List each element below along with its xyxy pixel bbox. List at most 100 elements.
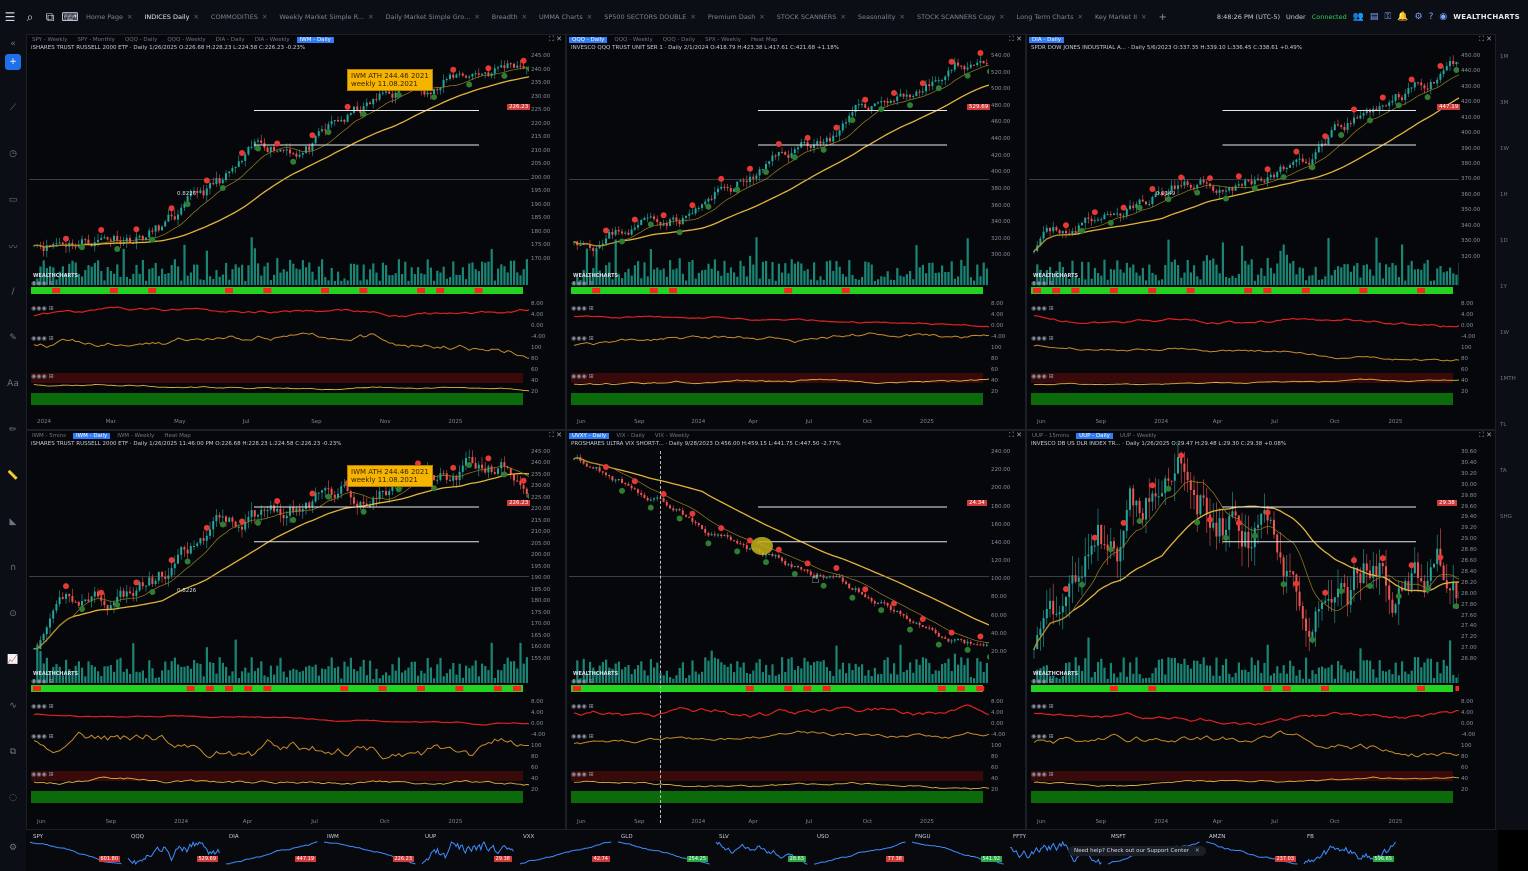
panel-tab[interactable]: IWM - Daily [73,432,111,439]
indicator-controls[interactable]: ◉◉◉ ⊞ [31,373,54,380]
eye-tool-icon[interactable]: ◌ [9,793,17,803]
close-tab-icon[interactable]: ✕ [1077,13,1083,21]
panel-tab[interactable]: QQQ - Daily [124,36,158,43]
panel-tab[interactable]: UUP - 15mins [1032,432,1070,439]
panel-tab[interactable]: Heat Map [164,432,191,439]
panel-tab[interactable]: QQQ - Weekly [167,36,206,43]
tab-12[interactable]: Long Term Charts ✕ [1011,0,1089,34]
lock-icon[interactable]: ⚿ [1384,12,1392,22]
mini-chart-fb[interactable]: FB 596.65 [1302,832,1398,868]
panel-tab[interactable]: IWM - Daily [296,36,334,43]
ruler-tool-icon[interactable]: 📏 [7,471,19,481]
close-tab-icon[interactable]: ✕ [840,13,846,21]
close-tab-icon[interactable]: ✕ [193,13,199,21]
price-chart[interactable] [1029,431,1459,830]
panel-tab[interactable]: Heat Map [751,36,778,43]
timeframe-button[interactable]: 1M [1500,54,1509,60]
panel-window-controls[interactable]: ⛶ ✕ [549,35,562,43]
close-tab-icon[interactable]: ✕ [127,13,133,21]
timeframe-button[interactable]: TL [1500,422,1507,428]
timeframe-button[interactable]: 1Y [1500,284,1507,290]
tab-9[interactable]: STOCK SCANNERS ✕ [771,0,852,34]
mini-chart-vxx[interactable]: VXX 42.74 [518,832,614,868]
pencil-tool-icon[interactable]: ✏ [9,425,17,435]
save-icon[interactable]: ▤ [1369,12,1379,22]
mini-chart-qqq[interactable]: QQQ 529.69 [126,832,222,868]
menu-icon[interactable]: ☰ [4,10,16,24]
panel-tab[interactable]: DIA - Daily [1029,36,1065,43]
panel-tab[interactable]: SPX - Weekly [705,36,742,43]
price-chart[interactable] [29,431,529,830]
magnet-tool-icon[interactable]: ∩ [9,563,17,573]
indicator-controls[interactable]: ◉◉◉ ⊞ [571,771,594,778]
close-icon[interactable]: ✕ [1194,848,1200,854]
chart-panel-3[interactable]: IWM - 5mins IWM - Daily IWM - Weekly Heat M… [26,430,566,830]
panel-window-controls[interactable]: ⛶ ✕ [1479,431,1492,439]
panel-window-controls[interactable]: ⛶ ✕ [1479,35,1492,43]
timeframe-button[interactable]: 1W [1500,146,1509,152]
lock-tool-icon[interactable]: ⊙ [9,609,17,619]
tab-7[interactable]: SP500 SECTORS DOUBLE ✕ [598,0,702,34]
ai-chart-icon[interactable]: ⌨ [61,10,79,24]
mini-chart-dia[interactable]: DIA 447.19 [224,832,320,868]
indicator-controls[interactable]: ◉◉◉ ⊞ [571,335,594,342]
chart-type-icon[interactable]: 📈 [7,655,19,665]
indicator-controls[interactable]: ◉◉◉ ⊞ [31,733,54,740]
panel-tab[interactable]: VIX - Weekly [654,432,690,439]
indicator-controls[interactable]: ◉◉◉ ⊞ [1031,373,1054,380]
indicator-controls[interactable]: ◉◉◉ ⊞ [1031,305,1054,312]
trend-tool-icon[interactable]: ⟋ [9,103,17,113]
close-tab-icon[interactable]: ✕ [521,13,528,21]
ath-annotation[interactable]: IWM ATH 244.46 2021 weekly 11.08.2021 [347,465,433,487]
close-tab-icon[interactable]: ✕ [899,13,905,21]
users-icon[interactable]: 👥 [1352,12,1364,22]
indicator-controls[interactable]: ◉◉◉ ⊞ [571,678,594,685]
panel-tab[interactable]: SPY - Monthly [77,36,115,43]
mini-chart-uso[interactable]: USO 77.38 [812,832,908,868]
mini-chart-iwm[interactable]: IWM 226.23 [322,832,418,868]
chart-panel-4[interactable]: UVXY - Daily VIX - Daily VIX - Weekly ⛶ ✕ PR… [566,430,1026,830]
indicator-controls[interactable]: ◉◉◉ ⊞ [31,771,54,778]
indicator-controls[interactable]: ◉◉◉ ⊞ [571,280,594,287]
timeframe-button[interactable]: 1D [1500,238,1508,244]
clock-tool-icon[interactable]: ◷ [9,149,17,159]
timeframe-button[interactable]: 1W [1500,330,1509,336]
collapse-icon[interactable]: « [10,39,16,49]
avatar[interactable]: ◉ [1439,12,1448,22]
bell-icon[interactable]: 🔔 [1397,12,1409,22]
copy-tool-icon[interactable]: ⧉ [9,747,17,757]
panel-tab[interactable]: SPY - Weekly [32,36,68,43]
mini-chart-spy[interactable]: SPY 601.80 [28,832,124,868]
tab-3[interactable]: Weekly Market Simple R... ✕ [273,0,379,34]
price-chart[interactable] [569,431,989,830]
tab-6[interactable]: UMMA Charts ✕ [533,0,598,34]
chart-panel-5[interactable]: UUP - 15mins UUP - Daily UUP - Weekly ⛶ ✕ IN… [1026,430,1496,830]
search-icon[interactable]: ⌕ [26,9,34,24]
indicator-controls[interactable]: ◉◉◉ ⊞ [1031,335,1054,342]
indicator-controls[interactable]: ◉◉◉ ⊞ [571,733,594,740]
close-tab-icon[interactable]: ✕ [999,13,1005,21]
zigzag-tool-icon[interactable]: ∿ [9,701,17,711]
close-tab-icon[interactable]: ✕ [586,13,593,21]
tab-10[interactable]: Seasonality ✕ [852,0,911,34]
indicator-controls[interactable]: ◉◉◉ ⊞ [1031,771,1054,778]
close-tab-icon[interactable]: ✕ [690,13,696,21]
panel-tab[interactable]: IWM - 5mins [32,432,67,439]
indicator-controls[interactable]: ◉◉◉ ⊞ [571,373,594,380]
panel-tab[interactable]: QQQ - Daily [569,36,608,43]
close-tab-icon[interactable]: ✕ [474,13,480,21]
mini-chart-slv[interactable]: SLV 28.63 [714,832,810,868]
text-tool-icon[interactable]: Aa [7,379,19,389]
indicator-controls[interactable]: ◉◉◉ ⊞ [1031,280,1054,287]
close-tab-icon[interactable]: ✕ [368,13,374,21]
ath-annotation[interactable]: IWM ATH 244.46 2021 weekly 11.08.2021 [347,69,433,91]
add-chart-button[interactable]: + [5,54,21,70]
timeframe-button[interactable]: 3M [1500,100,1509,106]
panel-tab[interactable]: UUP - Weekly [1119,432,1157,439]
price-chart[interactable] [569,35,989,430]
tab-11[interactable]: STOCK SCANNERS Copy ✕ [911,0,1011,34]
indicator-controls[interactable]: ◉◉◉ ⊞ [571,703,594,710]
mini-chart-uup[interactable]: UUP 29.38 [420,832,516,868]
tab-8[interactable]: Premium Dash ✕ [702,0,771,34]
panel-tab[interactable]: QQQ - Daily [662,36,696,43]
